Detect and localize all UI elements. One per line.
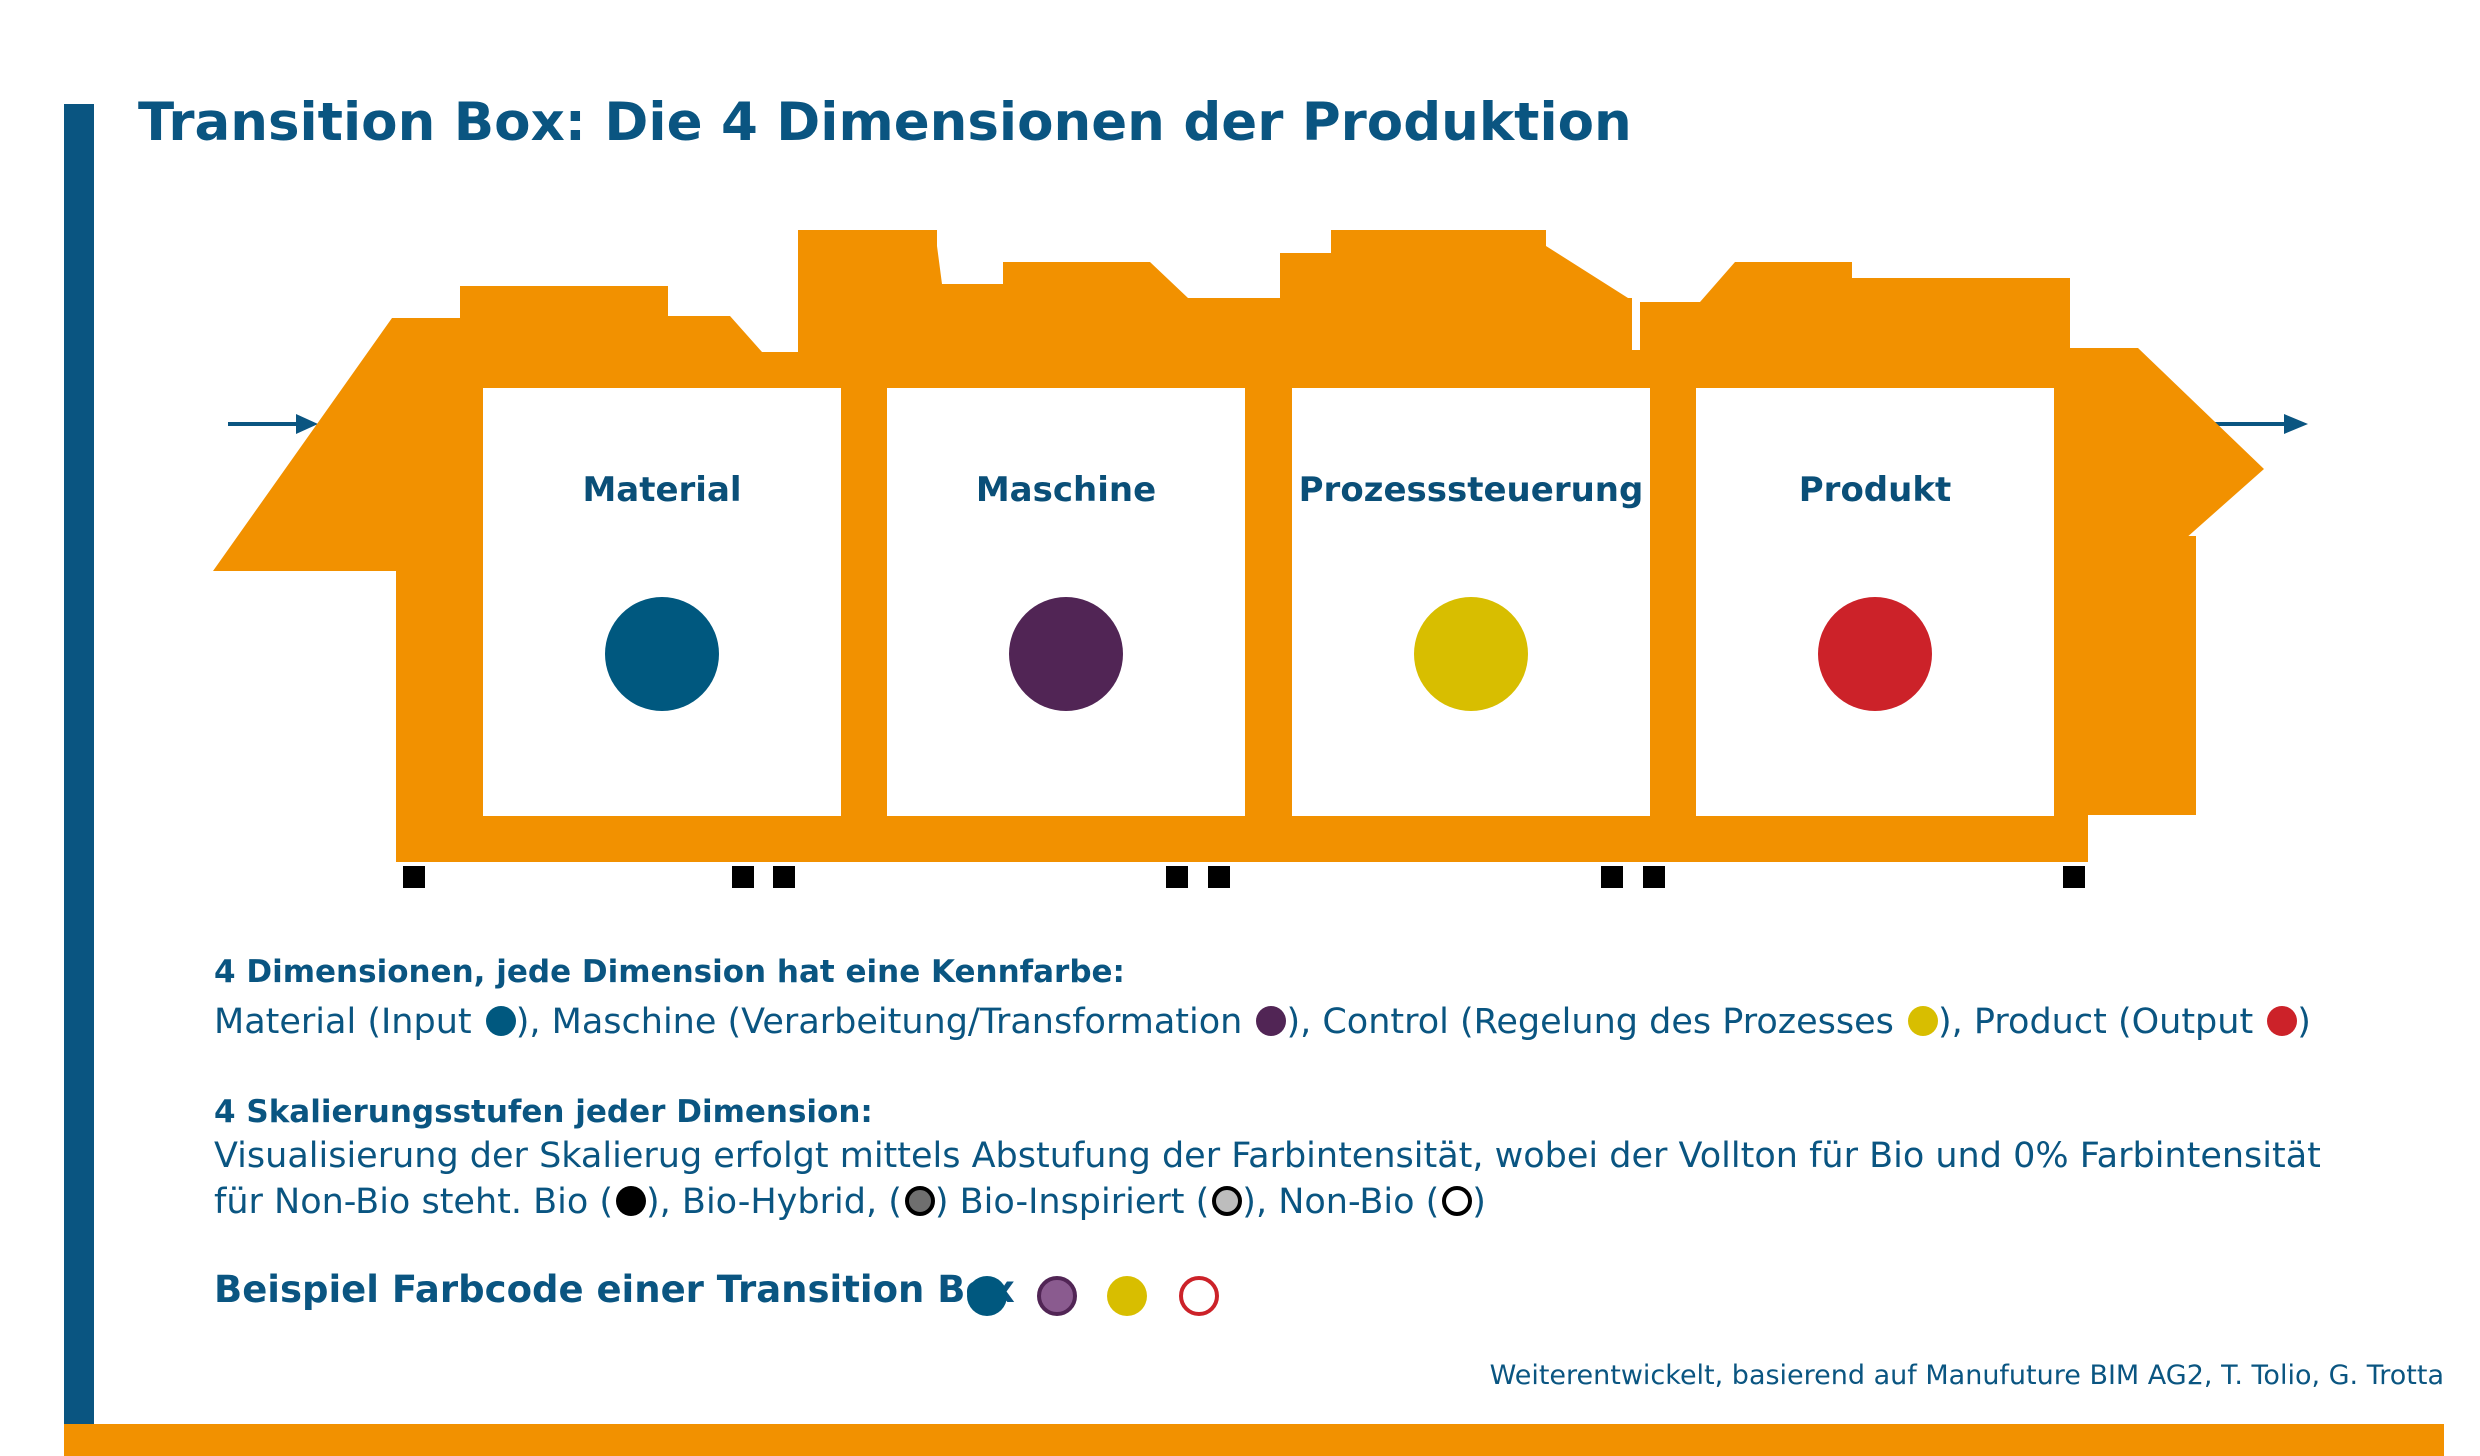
machine-foot [1166,866,1188,888]
legend-dot-material [485,1006,516,1036]
dimension-dot-material [605,597,719,711]
transition-box-diagram [213,230,2308,888]
dimension-label-prozesssteuerung: Prozesssteuerung [1298,470,1644,510]
example-title: Beispiel Farbcode einer Transition Box [214,1268,1015,1311]
legend-heading-dimensions: 4 Dimensionen, jede Dimension hat eine K… [214,954,1125,990]
scale-dot-bio-inspiriert [1212,1186,1243,1216]
example-dot-maschine [1037,1276,1077,1316]
machine-foot [403,866,425,888]
legend-dot-product [2267,1006,2298,1036]
dimension-label-material: Material [582,470,742,510]
left-accent-bar [64,104,94,1434]
machine-foot [1643,866,1665,888]
machine-foot [773,866,795,888]
scale-dot-bio-hybrid [904,1186,935,1216]
machine-foot [2063,866,2085,888]
dimension-dot-produkt [1818,597,1932,711]
legend-scaling-line-1: Visualisierung der Skalierug erfolgt mit… [214,1136,2321,1176]
legend-heading-scaling: 4 Skalierungsstufen jeder Dimension: [214,1094,873,1130]
machine-foot [1208,866,1230,888]
legend-dimension-line: Material (Input ), Maschine (Verarbeitun… [214,1002,2311,1042]
dimension-label-maschine: Maschine [975,470,1157,510]
example-dot-material [967,1276,1007,1316]
legend-dot-maschine [1256,1006,1287,1036]
machine-foot [732,866,754,888]
dimension-label-produkt: Produkt [1798,470,1952,510]
input-arrow-head [296,414,318,434]
bottom-accent-bar [64,1424,2444,1456]
scale-dot-non-bio [1442,1186,1473,1216]
example-dot-prozesssteuerung [1107,1276,1147,1316]
credit-text: Weiterentwickelt, basierend auf Manufutu… [1489,1360,2444,1391]
legend-scaling-line-2: für Non-Bio steht. Bio (), Bio-Hybrid, (… [214,1182,1486,1222]
dimension-dot-maschine [1009,597,1123,711]
output-arrow-head [2284,414,2308,434]
legend-dot-control [1908,1006,1939,1036]
machine-foot [1601,866,1623,888]
dimension-dot-prozesssteuerung [1414,597,1528,711]
example-dot-produkt [1179,1276,1219,1316]
page-title: Transition Box: Die 4 Dimensionen der Pr… [138,92,1632,153]
scale-dot-bio [616,1186,647,1216]
